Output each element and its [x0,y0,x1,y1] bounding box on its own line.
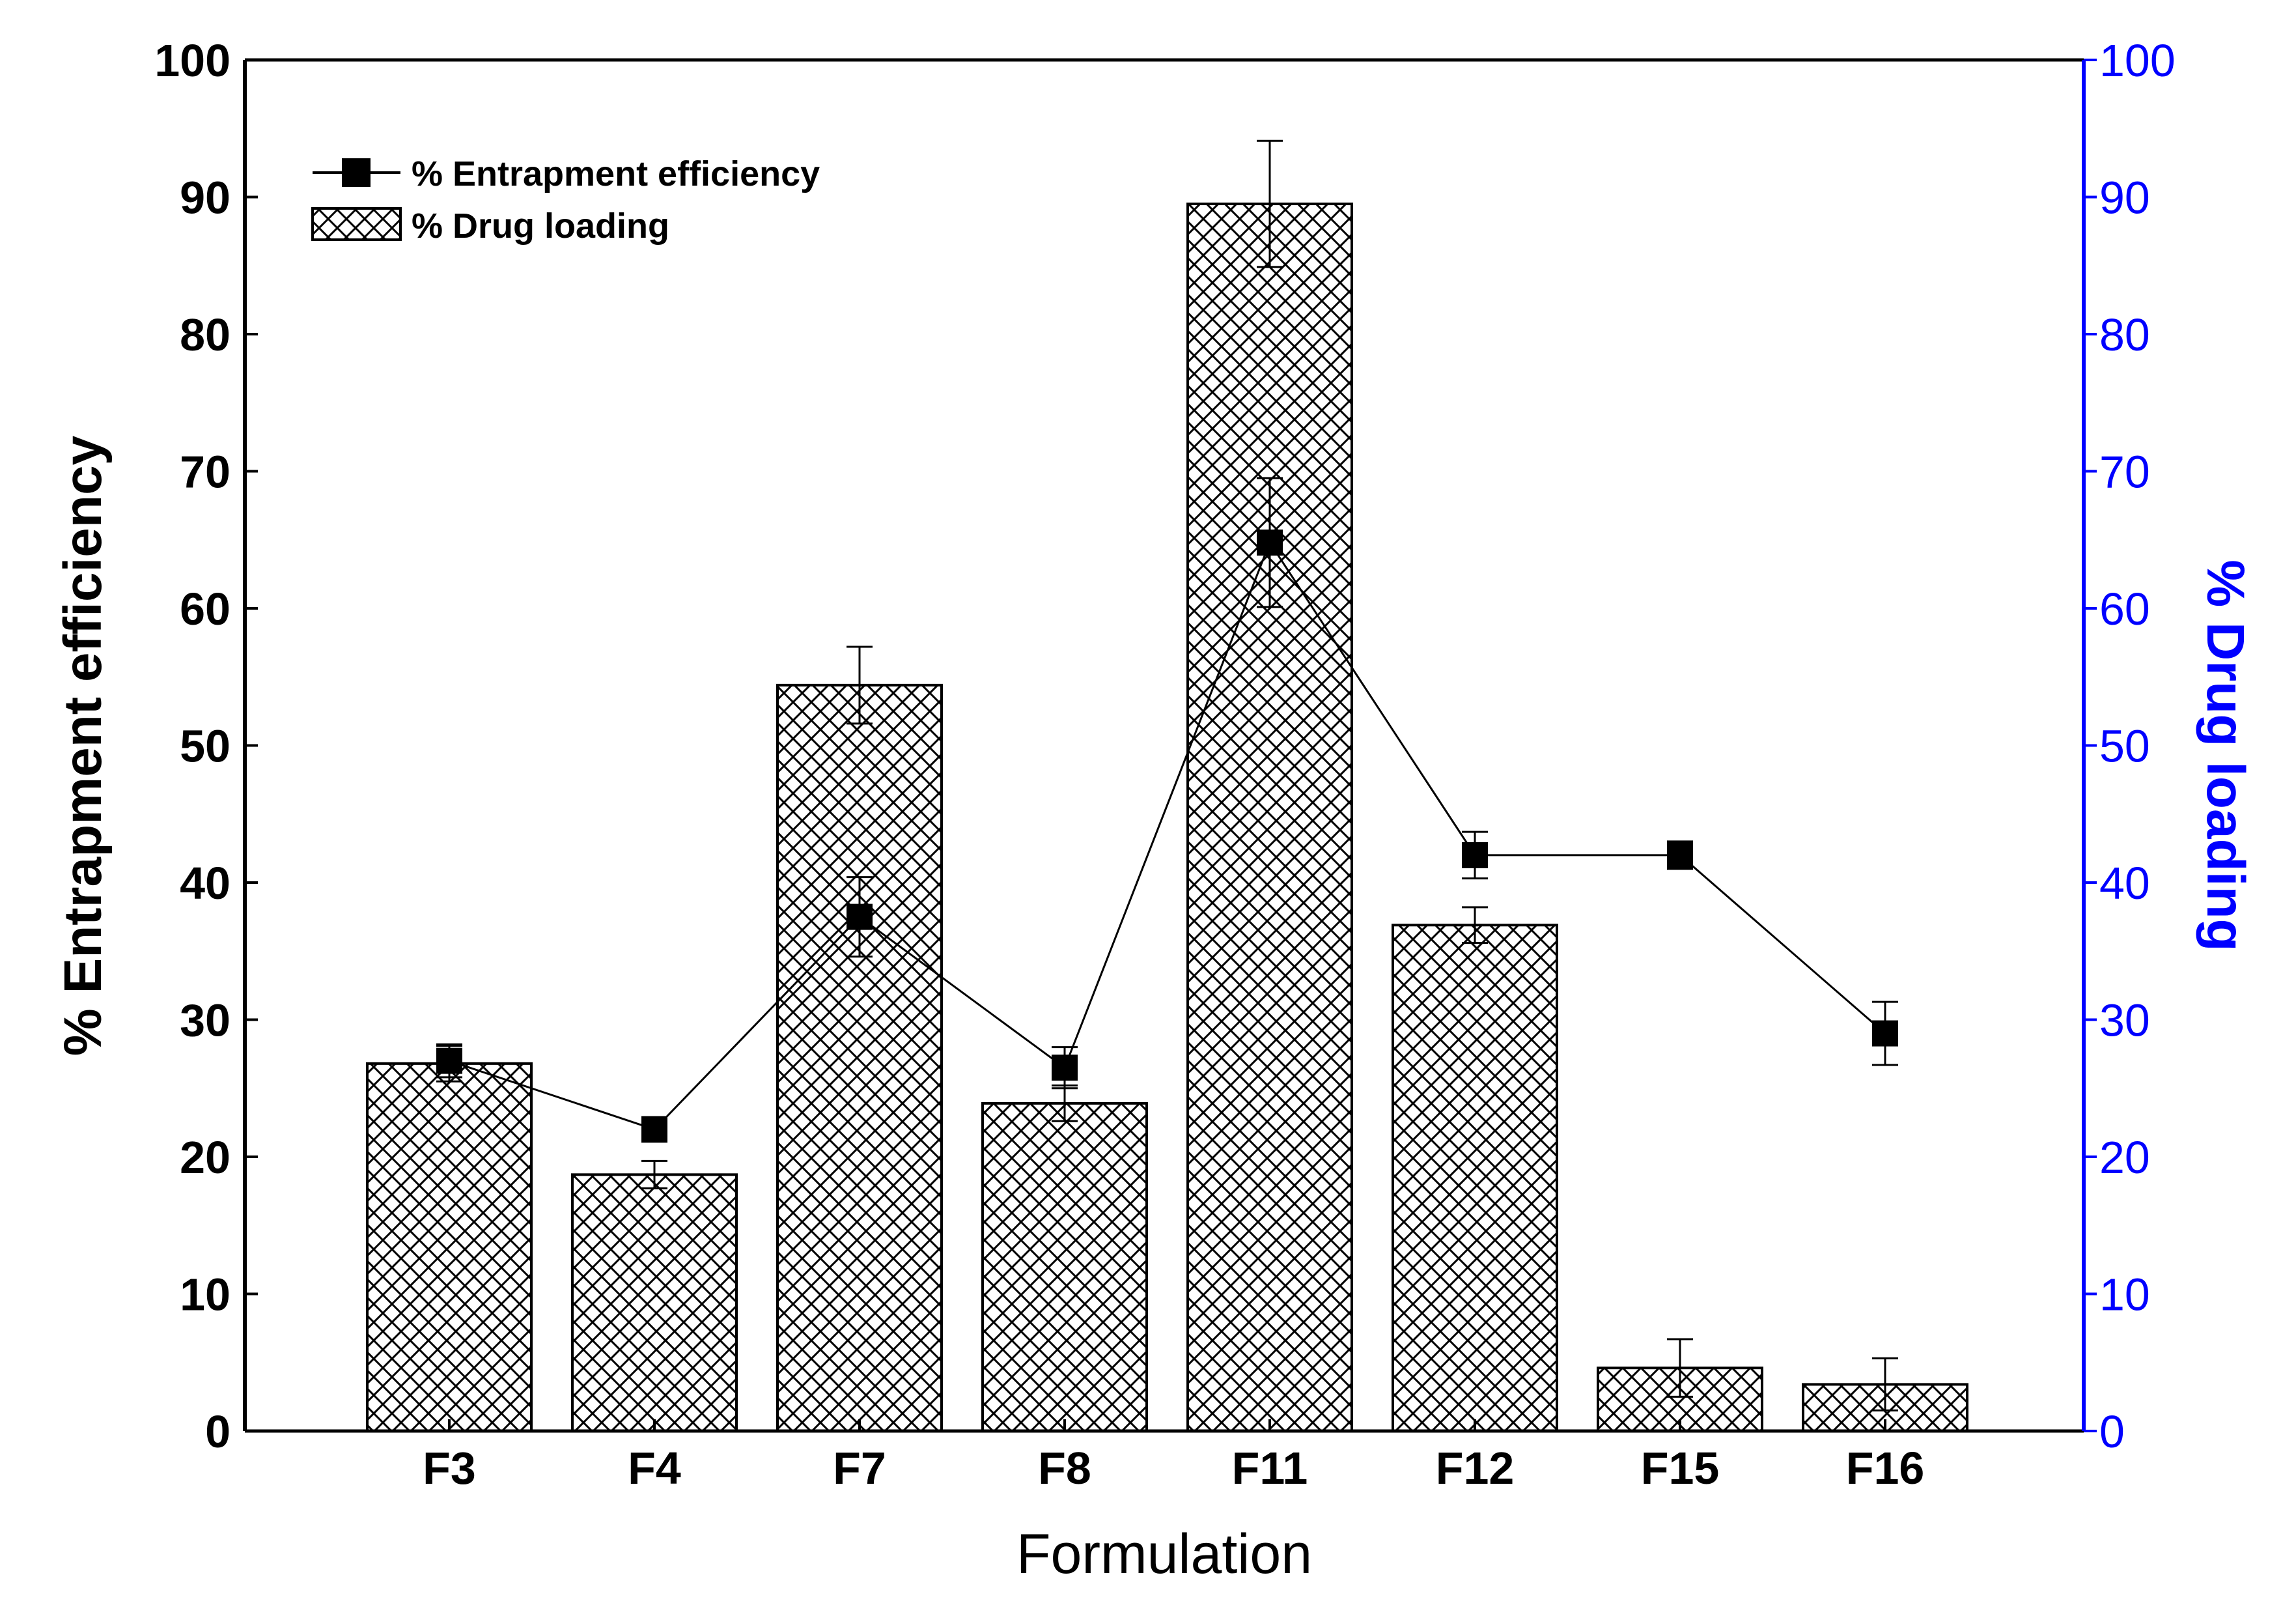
x-tick-label-f8: F8 [1038,1443,1091,1494]
left-tick-label: 20 [180,1132,231,1183]
right-tick-label: 70 [2099,447,2150,498]
entrapment-line [449,540,1886,1131]
right-tick-label: 40 [2099,858,2150,909]
legend-label-entrapment: % Entrapment efficiency [412,154,820,193]
x-tick-label-f3: F3 [423,1443,476,1494]
ticks-layer: 0 0 10 10 20 20 30 30 40 40 50 50 60 60 70 70 80 80 90 90 10… [154,35,2176,1457]
left-tick-label: 30 [180,995,231,1046]
bar-f4 [571,1173,738,1432]
legend-label-drug-loading: % Drug loading [412,206,669,246]
left-tick-label: 50 [180,721,231,772]
bar-f11 [1186,203,1353,1432]
right-tick-label: 60 [2099,584,2150,634]
right-tick-label: 90 [2099,173,2150,223]
left-tick-label: 40 [180,858,231,909]
legend-marker-swatch [342,158,371,187]
x-tick-label-f11: F11 [1232,1443,1308,1494]
right-tick-label: 0 [2099,1406,2125,1457]
y-axis-title-left: % Entrapment efficiency [53,435,113,1056]
left-tick-label: 10 [180,1269,231,1320]
bar-f8 [981,1101,1148,1433]
left-tick-label: 60 [180,584,231,634]
right-tick-label: 50 [2099,721,2150,772]
x-tick-label-f12: F12 [1436,1443,1515,1494]
left-tick-label: 70 [180,447,231,498]
point-f7 [847,903,873,930]
point-f11 [1257,529,1283,556]
legend-bar-swatch [311,207,402,241]
x-tick-label-f16: F16 [1846,1443,1925,1494]
left-tick-label: 100 [154,35,231,86]
left-tick-label: 0 [205,1406,231,1457]
right-tick-label: 30 [2099,995,2150,1046]
x-tick-label-f15: F15 [1641,1443,1720,1494]
left-tick-label: 80 [180,309,231,360]
x-tick-label-f7: F7 [833,1443,886,1494]
category-labels-layer: F3 F4 F7 F8 F11 F12 F15 F16 [423,1419,1924,1494]
y-axis-title-right: % Drug loading [2196,560,2255,951]
bar-f12 [1392,924,1558,1432]
right-tick-label: 10 [2099,1269,2150,1320]
x-tick-label-f4: F4 [628,1443,681,1494]
left-tick-label: 90 [180,173,231,223]
right-tick-label: 100 [2099,35,2176,86]
x-axis-title: Formulation [1016,1523,1312,1585]
point-f3 [436,1047,462,1074]
right-tick-label: 20 [2099,1132,2150,1183]
point-f8 [1052,1055,1078,1081]
bar-f3 [366,1062,533,1432]
point-f16 [1872,1020,1898,1047]
legend: % Entrapment efficiency % Drug loading [311,154,820,246]
bars-layer [366,203,1968,1433]
point-f4 [641,1116,667,1142]
point-f12 [1462,842,1488,868]
bar-f7 [776,683,943,1432]
right-tick-label: 80 [2099,309,2150,360]
point-f15 [1667,842,1693,868]
line-layer [436,477,1898,1143]
